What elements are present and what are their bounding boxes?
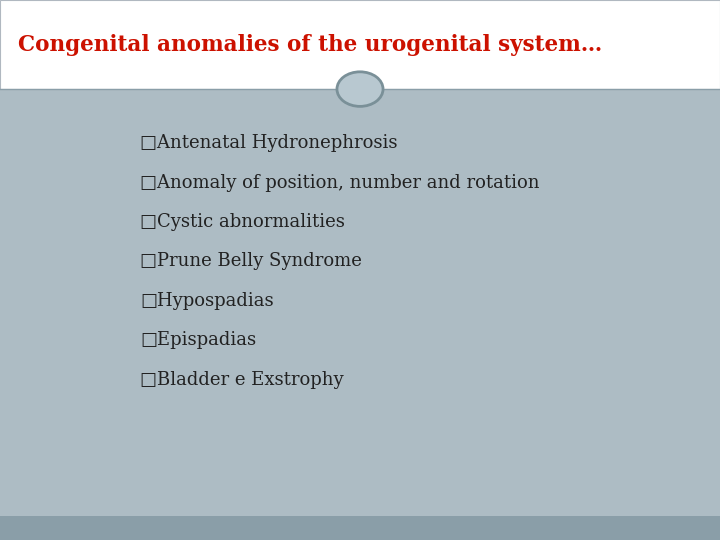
- Text: □Hypospadias: □Hypospadias: [140, 292, 274, 310]
- FancyBboxPatch shape: [0, 0, 720, 89]
- Text: □Antenatal Hydronephrosis: □Antenatal Hydronephrosis: [140, 134, 398, 152]
- Circle shape: [337, 72, 383, 106]
- Text: □Epispadias: □Epispadias: [140, 331, 256, 349]
- Text: □Prune Belly Syndrome: □Prune Belly Syndrome: [140, 252, 362, 271]
- Text: □Bladder e Exstrophy: □Bladder e Exstrophy: [140, 370, 344, 389]
- Text: Congenital anomalies of the urogenital system…: Congenital anomalies of the urogenital s…: [18, 33, 602, 56]
- FancyBboxPatch shape: [0, 516, 720, 540]
- Text: □Cystic abnormalities: □Cystic abnormalities: [140, 213, 346, 231]
- Text: □Anomaly of position, number and rotation: □Anomaly of position, number and rotatio…: [140, 173, 540, 192]
